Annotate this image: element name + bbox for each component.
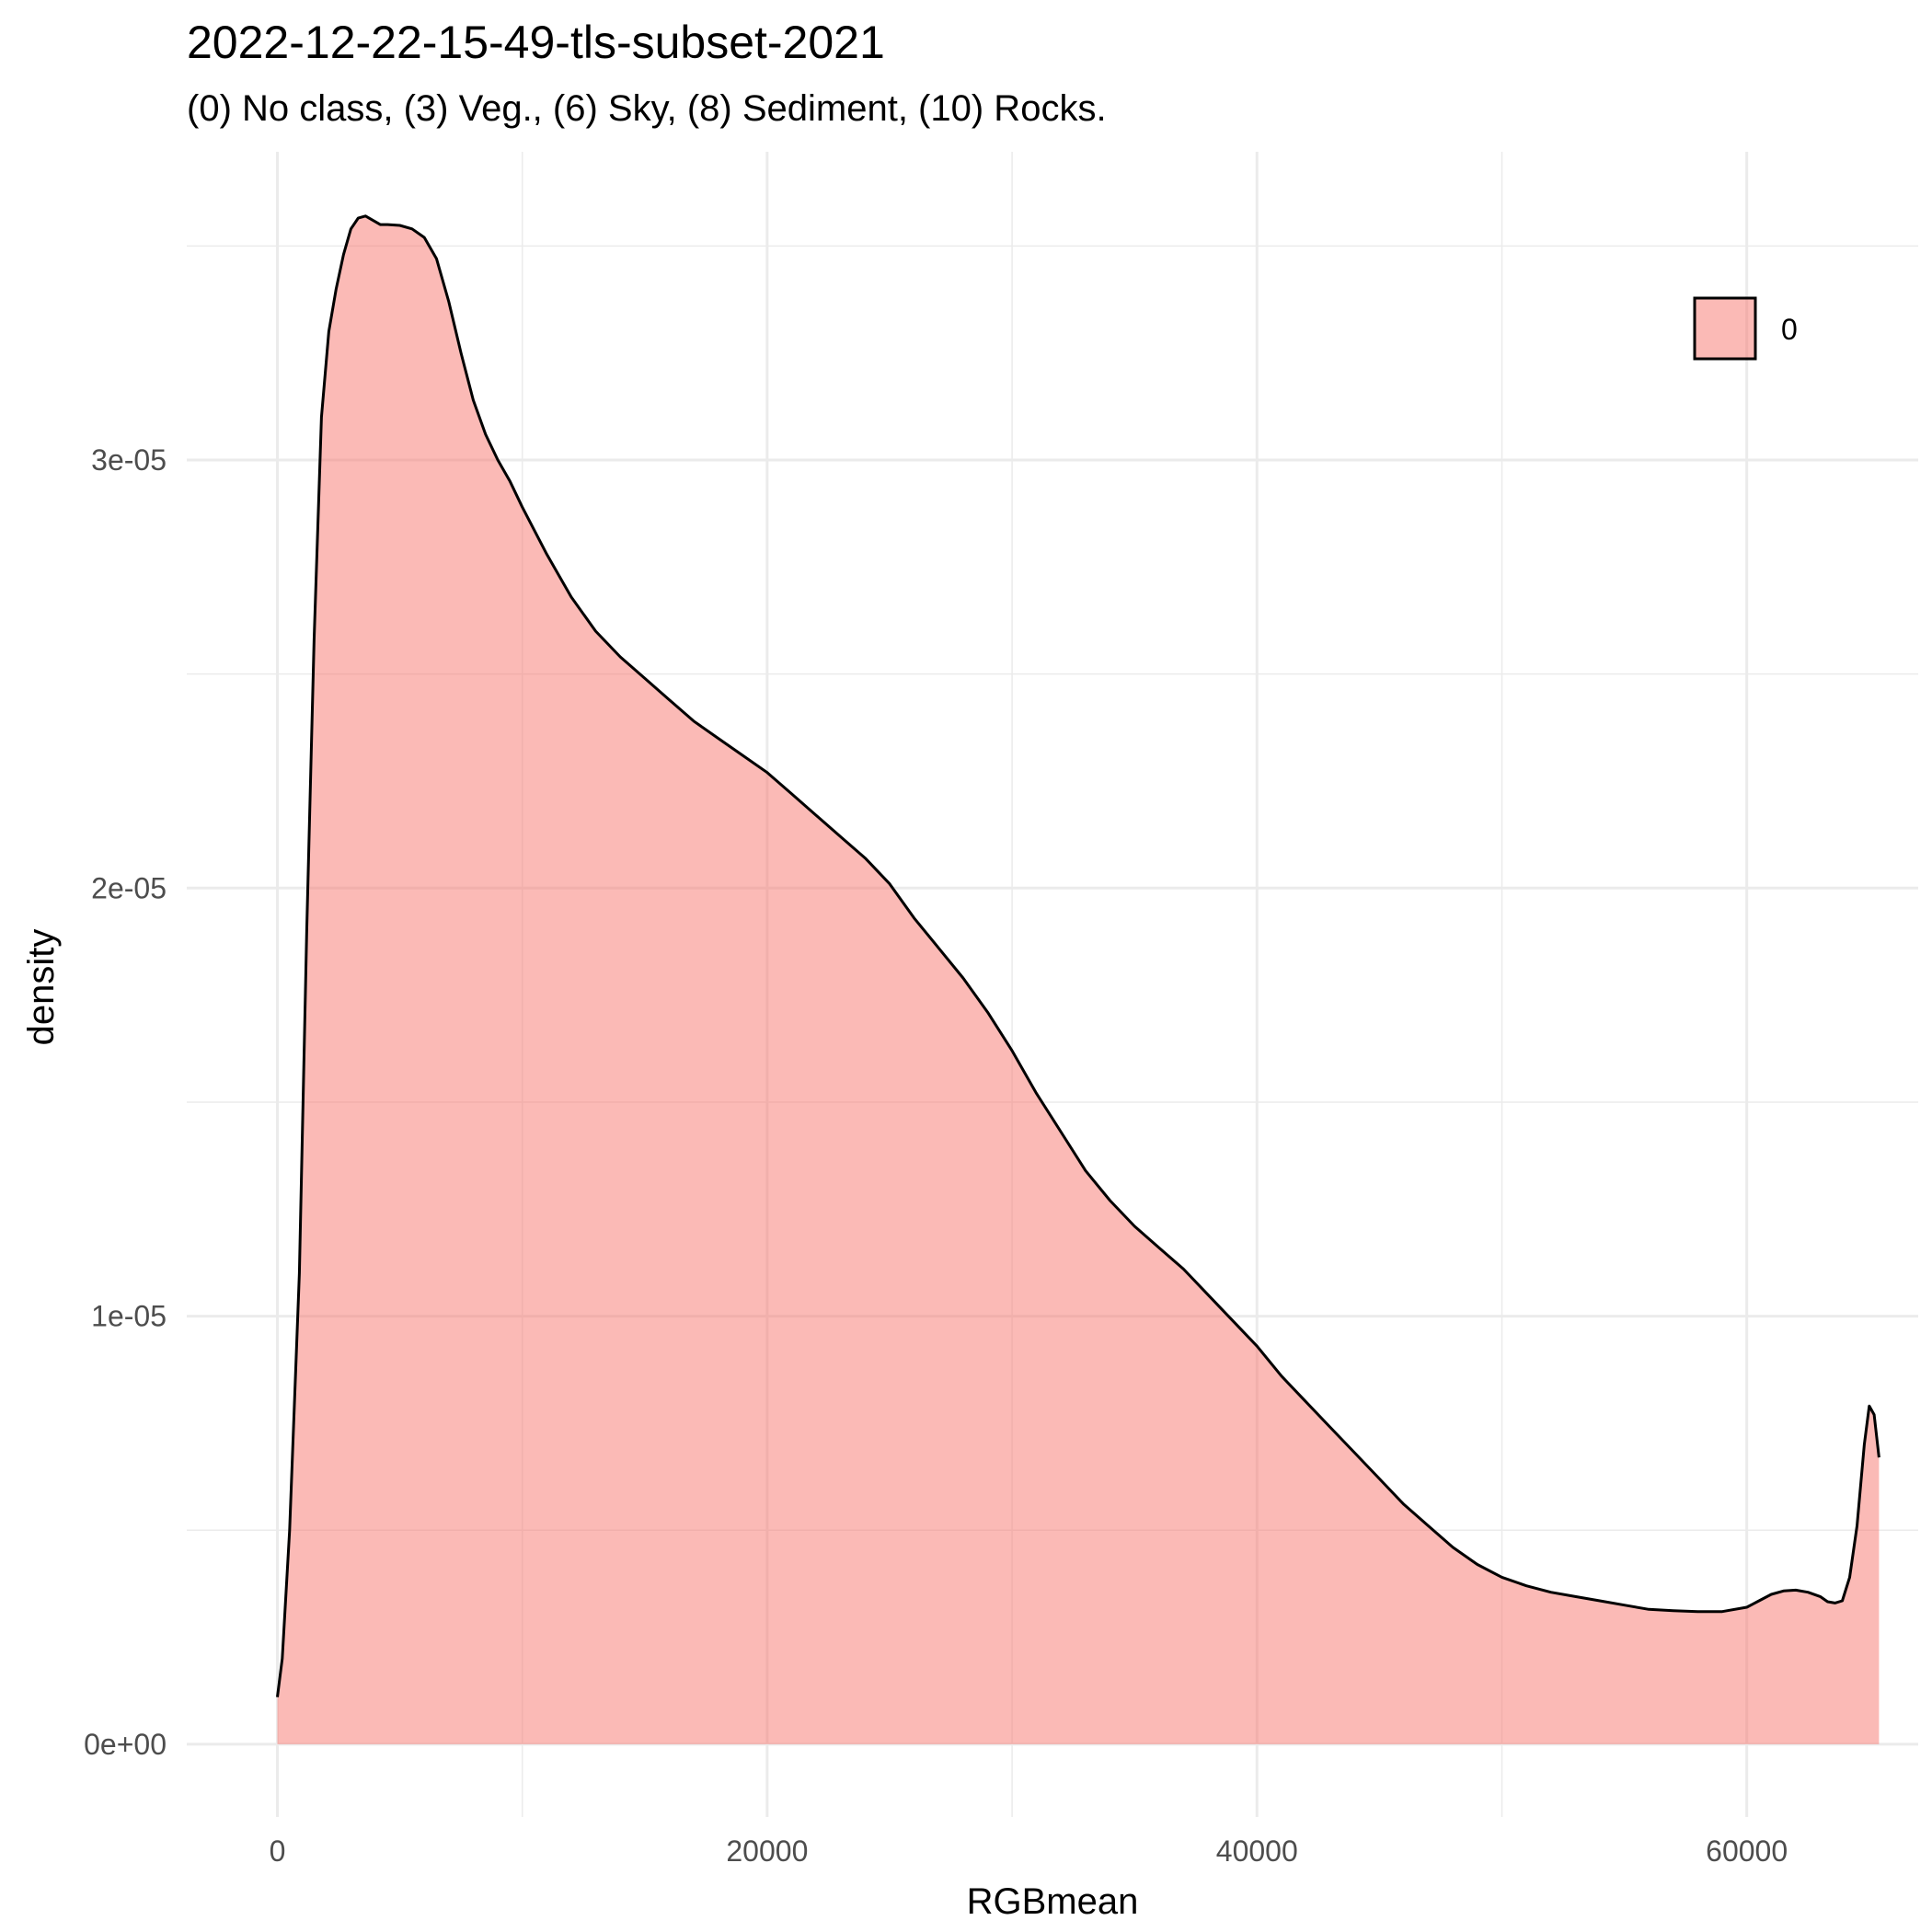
x-tick-label: 20000 [726, 1834, 808, 1868]
chart-subtitle: (0) No class, (3) Veg., (6) Sky, (8) Sed… [187, 88, 1107, 129]
y-tick-label: 0e+00 [84, 1728, 167, 1761]
y-tick-label: 1e-05 [91, 1300, 167, 1333]
x-tick-label: 60000 [1706, 1834, 1788, 1868]
y-tick-label: 2e-05 [91, 871, 167, 904]
x-tick-label: 40000 [1216, 1834, 1298, 1868]
x-axis-tick-labels: 0 20000 40000 60000 [270, 1834, 1788, 1868]
x-axis-title: RGBmean [967, 1881, 1139, 1922]
density-area-0 [277, 215, 1880, 1744]
chart-title: 2022-12-22-15-49-tls-subset-2021 [187, 17, 885, 68]
series-layer [276, 214, 1880, 1744]
y-axis-tick-labels: 0e+00 1e-05 2e-05 3e-05 [84, 443, 167, 1761]
density-line-0 [276, 214, 1880, 1697]
legend-label-0: 0 [1781, 313, 1798, 346]
x-tick-label: 0 [270, 1834, 286, 1868]
legend: 0 [1693, 296, 1798, 361]
legend-key-0 [1693, 296, 1757, 361]
y-axis-title: density [21, 929, 62, 1046]
y-tick-label: 3e-05 [91, 443, 167, 477]
